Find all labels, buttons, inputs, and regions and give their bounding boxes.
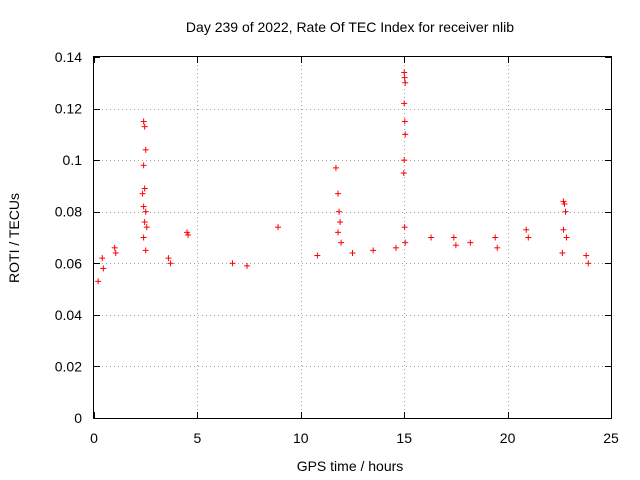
- x-tick-label: 10: [293, 430, 309, 446]
- data-point: [141, 185, 148, 192]
- x-tick-label: 20: [500, 430, 516, 446]
- data-point: [401, 157, 408, 164]
- data-point: [562, 208, 569, 215]
- data-point: [336, 208, 343, 215]
- data-point: [140, 162, 147, 169]
- data-point: [112, 249, 119, 256]
- data-point: [402, 131, 409, 138]
- x-tick-labels: 0 5 10 15 20 25: [90, 430, 619, 446]
- data-point: [142, 146, 149, 153]
- data-point: [141, 219, 148, 226]
- y-tick-label: 0.08: [55, 204, 82, 220]
- chart-title: Day 239 of 2022, Rate Of TEC Index for r…: [186, 19, 514, 35]
- axis-ticks: [94, 57, 612, 419]
- data-point: [492, 234, 499, 241]
- data-point: [143, 224, 150, 231]
- data-point: [349, 249, 356, 256]
- data-point: [167, 260, 174, 267]
- data-point: [563, 234, 570, 241]
- data-point: [141, 123, 148, 130]
- data-point: [450, 234, 457, 241]
- data-point: [140, 234, 147, 241]
- data-point: [560, 226, 567, 233]
- data-point: [142, 247, 149, 254]
- data-point: [370, 247, 377, 254]
- data-point: [111, 244, 118, 251]
- data-point: [392, 244, 399, 251]
- x-tick-label: 5: [194, 430, 202, 446]
- y-tick-label: 0.1: [63, 152, 83, 168]
- data-point: [244, 262, 251, 269]
- y-axis-label: ROTI / TECUs: [6, 193, 22, 283]
- data-point: [560, 198, 567, 205]
- data-point: [401, 74, 408, 81]
- data-point: [402, 239, 409, 246]
- x-tick-label: 0: [90, 430, 98, 446]
- data-point: [583, 252, 590, 259]
- x-tick-label: 25: [603, 430, 619, 446]
- data-point: [275, 224, 282, 231]
- x-tick-label: 15: [396, 430, 412, 446]
- data-point: [100, 265, 107, 272]
- data-point: [338, 239, 345, 246]
- data-point: [401, 118, 408, 125]
- data-point: [559, 249, 566, 256]
- data-point: [337, 219, 344, 226]
- x-axis-label: GPS time / hours: [297, 458, 404, 474]
- data-point: [140, 118, 147, 125]
- data-point: [401, 69, 408, 76]
- data-point: [165, 255, 172, 262]
- data-point: [400, 170, 407, 177]
- data-point: [335, 190, 342, 197]
- y-tick-labels: 0 0.02 0.04 0.06 0.08 0.1 0.12 0.14: [55, 49, 82, 426]
- data-point: [401, 100, 408, 107]
- data-point: [467, 239, 474, 246]
- y-tick-label: 0.06: [55, 255, 82, 271]
- y-tick-label: 0: [74, 410, 82, 426]
- data-point: [402, 79, 409, 86]
- data-point: [99, 255, 106, 262]
- data-point: [332, 164, 339, 171]
- data-point: [184, 229, 191, 236]
- data-point: [95, 278, 102, 285]
- plot-frame: [93, 56, 612, 419]
- data-point: [139, 190, 146, 197]
- data-point: [401, 224, 408, 231]
- data-point: [142, 208, 149, 215]
- data-point: [229, 260, 236, 267]
- y-tick-label: 0.14: [55, 49, 82, 65]
- data-points: [95, 69, 592, 285]
- y-tick-label: 0.02: [55, 358, 82, 374]
- data-point: [494, 244, 501, 251]
- data-point: [585, 260, 592, 267]
- data-point: [561, 200, 568, 207]
- data-point: [314, 252, 321, 259]
- grid-lines: [94, 57, 611, 418]
- data-point: [452, 242, 459, 249]
- data-point: [525, 234, 532, 241]
- y-tick-label: 0.12: [55, 101, 82, 117]
- data-point: [523, 226, 530, 233]
- data-point: [335, 229, 342, 236]
- data-point: [185, 231, 192, 238]
- data-point: [140, 203, 147, 210]
- data-point: [428, 234, 435, 241]
- y-tick-label: 0.04: [55, 307, 82, 323]
